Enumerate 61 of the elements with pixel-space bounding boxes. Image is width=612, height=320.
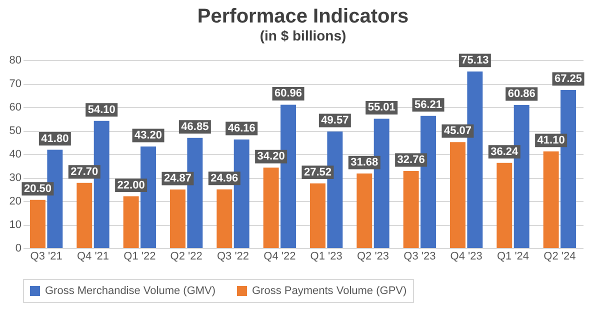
x-tick-label: Q2 '23: [356, 250, 390, 262]
data-label: 46.85: [181, 120, 209, 133]
data-label: 55.01: [368, 102, 396, 114]
bar: [543, 151, 559, 248]
x-tick-label: Q2 '24: [544, 250, 576, 262]
bar: [310, 183, 326, 248]
bar: [263, 168, 279, 248]
x-tick-label: Q1 '22: [124, 250, 156, 262]
y-tick-label: 10: [9, 219, 22, 231]
data-label: 60.96: [274, 88, 302, 100]
data-label: 22.00: [117, 179, 145, 192]
bar: [356, 174, 372, 248]
data-label: 49.57: [321, 114, 349, 127]
x-tick-label: Q4 '22: [264, 250, 296, 262]
y-tick-label: 70: [9, 78, 22, 90]
legend-label: Gross Payments Volume (GPV): [252, 285, 407, 297]
data-label: 43.20: [134, 129, 162, 142]
data-label: 56.21: [414, 98, 442, 111]
data-label: 45.07: [444, 125, 472, 138]
data-label: 54.10: [88, 104, 116, 116]
data-label: 31.68: [350, 156, 378, 169]
data-label: 67.25: [554, 72, 582, 85]
data-label: 24.87: [164, 172, 192, 185]
x-tick-label: Q4 '23: [450, 250, 482, 262]
data-label: 36.24: [490, 146, 520, 158]
bar: [450, 142, 466, 248]
data-label: 27.52: [304, 166, 332, 178]
y-tick-label: 60: [9, 102, 22, 114]
bar: [30, 200, 46, 248]
chart-subtitle: (in $ billions): [260, 28, 346, 44]
bar: [123, 196, 139, 248]
bar: [76, 182, 92, 248]
bar: [403, 171, 419, 248]
x-tick-label: Q1 '23: [310, 250, 342, 262]
chart-title: Performace Indicators: [197, 6, 409, 28]
data-label: 75.13: [461, 54, 489, 66]
data-label: 24.96: [210, 172, 238, 184]
x-tick-label: Q3 '22: [216, 250, 250, 262]
data-label: 34.20: [257, 150, 285, 163]
bar: [496, 162, 512, 248]
data-label: 27.70: [70, 166, 98, 178]
data-label: 41.80: [41, 132, 69, 145]
y-tick-label: 20: [9, 196, 22, 208]
legend-label: Gross Merchandise Volume (GMV): [45, 285, 216, 297]
y-tick-label: 0: [15, 242, 22, 254]
bar: [170, 190, 186, 248]
data-label: 32.76: [397, 154, 425, 166]
x-tick-label: Q2 '22: [170, 250, 202, 262]
data-label: 20.50: [24, 182, 52, 195]
x-tick-label: Q1 '24: [496, 250, 530, 262]
data-label: 41.10: [537, 134, 565, 146]
y-tick-label: 40: [9, 148, 22, 160]
x-tick-label: Q3 '21: [30, 250, 62, 262]
x-tick-label: Q4 '21: [76, 250, 110, 262]
y-tick-label: 30: [9, 172, 22, 184]
data-label: 60.86: [508, 88, 536, 100]
x-tick-label: Q3 '23: [404, 250, 436, 262]
y-tick-label: 50: [9, 125, 22, 137]
bar: [216, 189, 232, 248]
data-label: 46.16: [228, 122, 256, 135]
y-tick-label: 80: [9, 54, 22, 66]
